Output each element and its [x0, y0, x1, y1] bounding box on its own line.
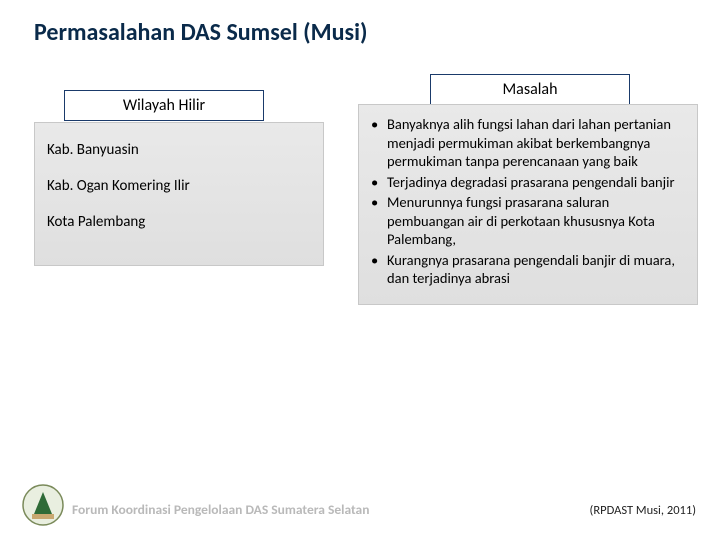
left-panel: Kab. Banyuasin Kab. Ogan Komering Ilir K…	[34, 122, 324, 266]
right-header-label: Masalah	[502, 80, 557, 99]
right-header-box: Masalah	[430, 74, 630, 105]
bullet-icon: •	[369, 193, 387, 249]
item-text: Menurunnya fungsi prasarana saluran pemb…	[387, 193, 687, 249]
logo-icon	[22, 484, 64, 526]
problem-list: • Banyaknya alih fungsi lahan dari lahan…	[369, 115, 687, 288]
list-item: Kab. Banyuasin	[47, 141, 311, 159]
list-item: • Banyaknya alih fungsi lahan dari lahan…	[369, 115, 687, 171]
list-item: Kab. Ogan Komering Ilir	[47, 177, 311, 195]
list-item: Kota Palembang	[47, 213, 311, 231]
left-header-box: Wilayah Hilir	[64, 90, 264, 121]
page-title: Permasalahan DAS Sumsel (Musi)	[34, 18, 367, 47]
item-text: Banyaknya alih fungsi lahan dari lahan p…	[387, 115, 687, 171]
footer-source: (RPDAST Musi, 2011)	[590, 503, 696, 518]
bullet-icon: •	[369, 173, 387, 192]
bullet-icon: •	[369, 251, 387, 288]
footer-org: Forum Koordinasi Pengelolaan DAS Sumater…	[72, 501, 369, 518]
bullet-icon: •	[369, 115, 387, 171]
list-item: • Kurangnya prasarana pengendali banjir …	[369, 251, 687, 288]
item-text: Terjadinya degradasi prasarana pengendal…	[387, 173, 687, 192]
right-panel: • Banyaknya alih fungsi lahan dari lahan…	[358, 104, 698, 305]
list-item: • Terjadinya degradasi prasarana pengend…	[369, 173, 687, 192]
list-item: • Menurunnya fungsi prasarana saluran pe…	[369, 193, 687, 249]
left-header-label: Wilayah Hilir	[123, 96, 205, 115]
item-text: Kurangnya prasarana pengendali banjir di…	[387, 251, 687, 288]
